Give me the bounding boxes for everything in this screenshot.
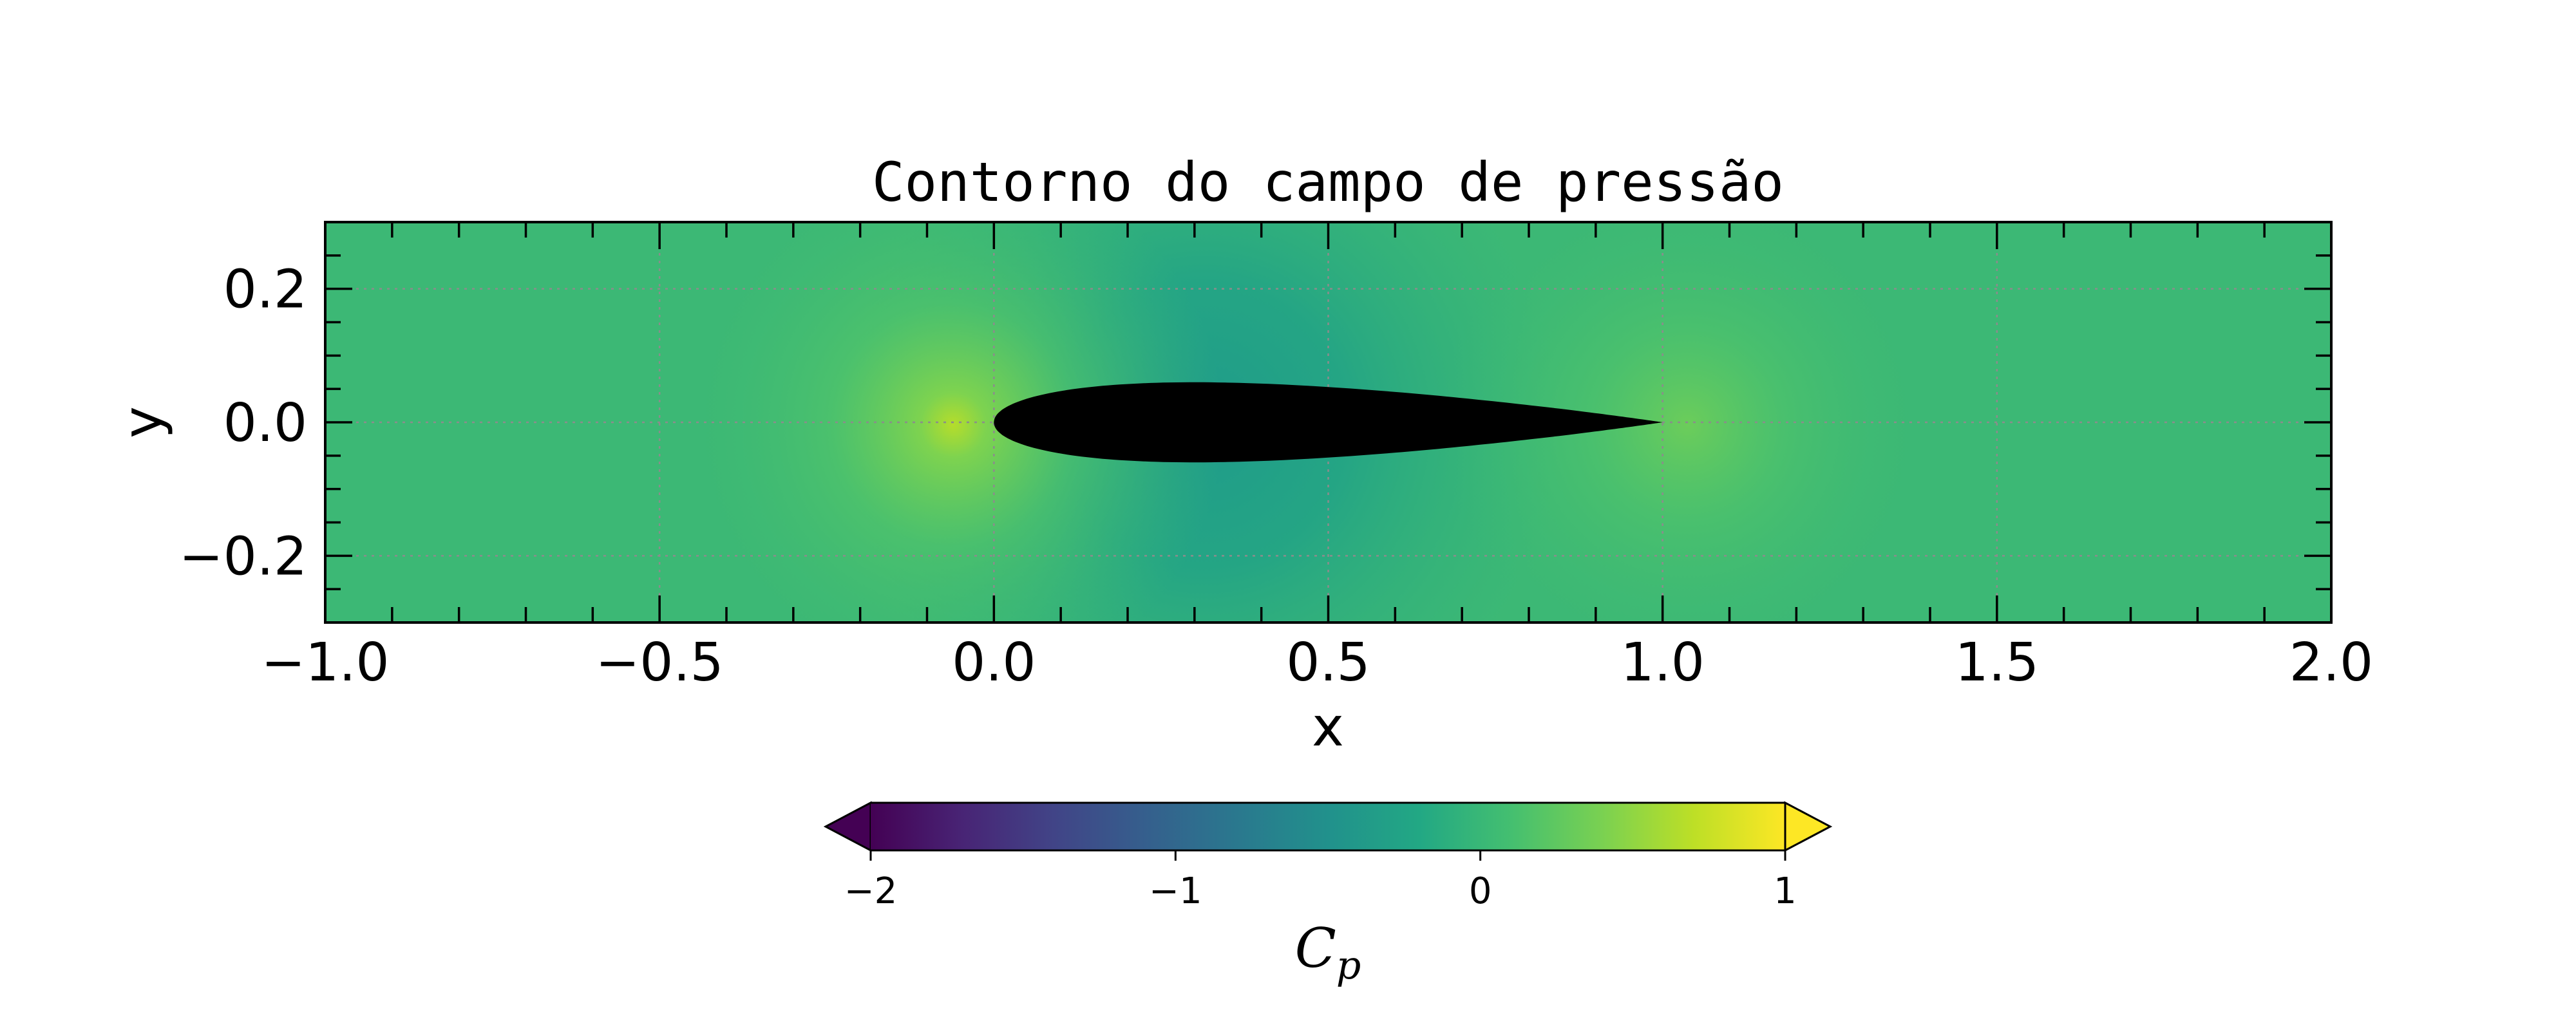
colorbar-extend-high: [1784, 801, 1833, 852]
x-tick-labels: −1.0 −0.5 0.0 0.5 1.0 1.5 2.0: [261, 632, 2373, 693]
x-tick-label: 1.5: [1955, 632, 2039, 693]
colorbar-tick-label: 1: [1774, 870, 1797, 912]
y-axis-label: y: [111, 406, 174, 438]
colorbar-label-subscript: p: [1336, 943, 1361, 988]
colorbar: −2 −1 0 1 Cp: [823, 801, 1833, 988]
x-tick-label: 2.0: [2289, 632, 2373, 693]
colorbar-ticks: −2 −1 0 1: [844, 850, 1797, 912]
x-tick-label: 1.0: [1620, 632, 1704, 693]
y-tick-label: 0.0: [223, 393, 307, 454]
colorbar-tick-label: −2: [844, 870, 898, 912]
y-tick-labels: 0.2 0.0 −0.2: [179, 259, 307, 588]
chart-title: Contorno do campo de pressão: [872, 151, 1784, 214]
colorbar-tick-label: 0: [1469, 870, 1492, 912]
colorbar-label-main: C: [1295, 917, 1336, 980]
grid-lines: [325, 222, 2331, 623]
y-tick-label: 0.2: [223, 259, 307, 321]
colorbar-tick-label: −1: [1149, 870, 1202, 912]
colorbar-extend-low: [823, 801, 872, 852]
x-tick-label: 0.5: [1286, 632, 1370, 693]
airfoil-body: [994, 382, 1663, 463]
x-tick-label: −0.5: [596, 632, 724, 693]
colorbar-gradient: [871, 803, 1785, 850]
axis-ticks: [324, 221, 2333, 624]
x-axis-label: x: [1312, 695, 1344, 758]
colorbar-label: Cp: [1295, 917, 1361, 988]
plot-area: [325, 222, 2331, 623]
x-tick-label: −1.0: [261, 632, 389, 693]
x-tick-label: 0.0: [952, 632, 1036, 693]
y-tick-label: −0.2: [179, 526, 307, 587]
